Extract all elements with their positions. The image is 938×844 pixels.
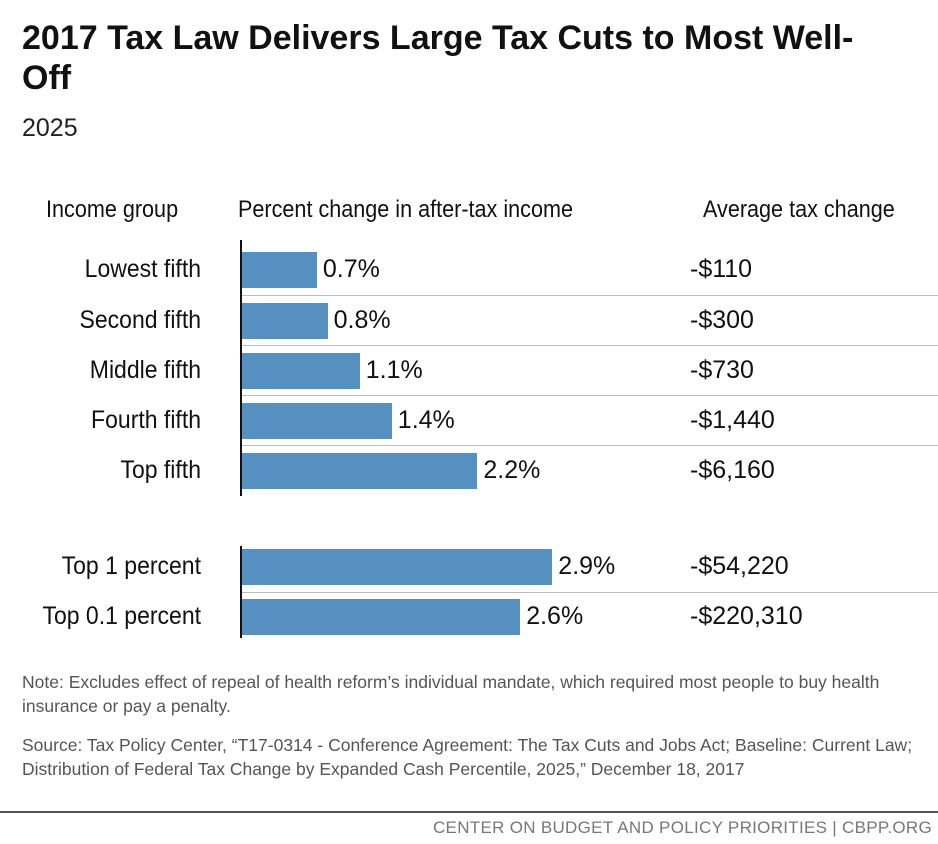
- axis-line-upper: [240, 240, 242, 496]
- value-label: 0.8%: [333, 306, 391, 334]
- chart-source: Source: Tax Policy Center, “T17-0314 - C…: [22, 735, 913, 779]
- header-percent-change: Percent change in after-tax income: [238, 196, 573, 223]
- footer-credit: CENTER ON BUDGET AND POLICY PRIORITIES |…: [432, 818, 932, 837]
- chart-subtitle: 2025: [22, 114, 78, 142]
- axis-line-lower: [240, 546, 242, 638]
- tax-change-value: -$54,220: [690, 552, 789, 580]
- footer-divider: [0, 811, 938, 813]
- value-label: 1.4%: [397, 406, 455, 434]
- bar: [242, 252, 317, 288]
- category-label: Fourth fifth: [91, 406, 201, 434]
- value-label: 1.1%: [365, 356, 423, 384]
- value-label: 2.9%: [558, 552, 616, 580]
- tax-change-value: -$730: [690, 356, 754, 384]
- category-label: Top fifth: [120, 456, 201, 484]
- category-label: Lowest fifth: [84, 255, 201, 283]
- tax-change-value: -$220,310: [690, 602, 803, 630]
- header-average-tax-change: Average tax change: [703, 196, 895, 223]
- bar: [242, 453, 478, 489]
- value-label: 2.6%: [526, 602, 584, 630]
- row-separator: [242, 395, 938, 396]
- category-label: Top 1 percent: [61, 552, 201, 580]
- bar: [242, 353, 360, 389]
- bar: [242, 403, 392, 439]
- category-label: Second fifth: [79, 306, 201, 334]
- row-separator: [242, 295, 938, 296]
- bar: [242, 549, 553, 585]
- tax-change-value: -$300: [690, 306, 754, 334]
- bar: [242, 303, 328, 339]
- category-label: Top 0.1 percent: [42, 602, 202, 630]
- row-separator: [242, 445, 938, 446]
- value-label: 2.2%: [483, 456, 541, 484]
- tax-change-value: -$1,440: [690, 406, 775, 434]
- tax-change-value: -$110: [690, 255, 753, 283]
- chart-note: Note: Excludes effect of repeal of healt…: [22, 672, 880, 716]
- chart-title: 2017 Tax Law Delivers Large Tax Cuts to …: [22, 19, 854, 97]
- header-income-group: Income group: [46, 196, 179, 223]
- value-label: 0.7%: [322, 255, 380, 283]
- bar: [242, 599, 521, 635]
- row-separator: [242, 592, 938, 593]
- category-label: Middle fifth: [89, 356, 201, 384]
- tax-change-value: -$6,160: [690, 456, 775, 484]
- row-separator: [242, 345, 938, 346]
